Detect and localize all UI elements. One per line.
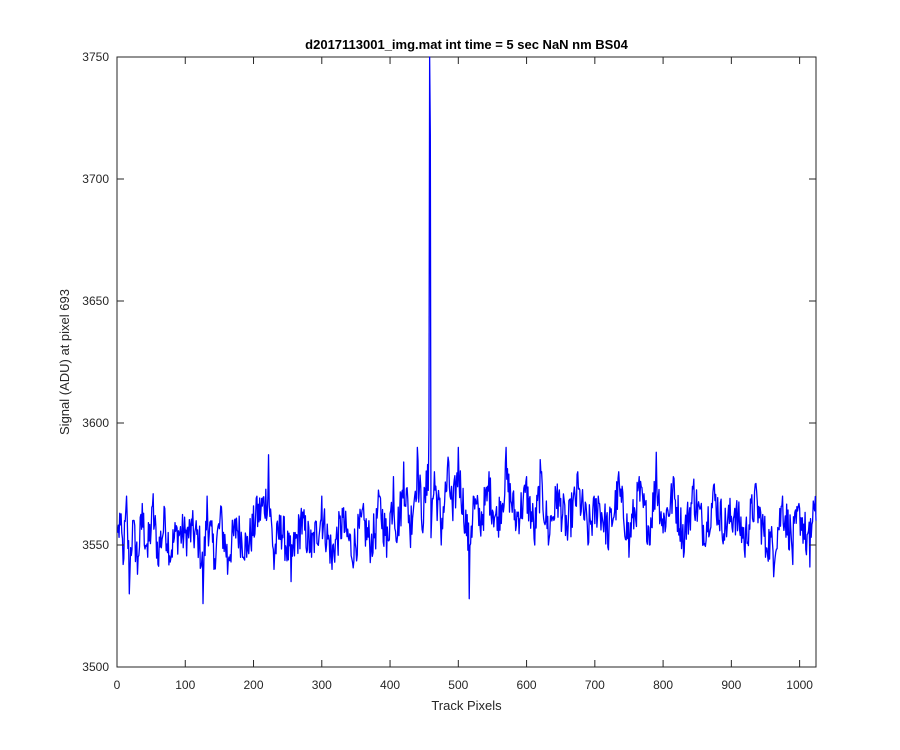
y-tick-label: 3600: [82, 416, 109, 430]
y-tick-label: 3750: [82, 50, 109, 64]
series-line: [117, 56, 817, 605]
x-tick-label: 300: [312, 678, 332, 692]
x-tick-label: 500: [448, 678, 468, 692]
x-tick-label: 400: [380, 678, 400, 692]
plot-area: 0 100 200 300 400 500 600 700 800 900 1000 3500 3550…: [82, 50, 817, 692]
y-tick-label: 3700: [82, 172, 109, 186]
x-tick-label: 0: [114, 678, 121, 692]
x-tick-label: 600: [517, 678, 537, 692]
x-tick-label: 700: [585, 678, 605, 692]
x-axis-title: Track Pixels: [431, 698, 502, 713]
y-tick-label: 3650: [82, 294, 109, 308]
chart-title: d2017113001_img.mat int time = 5 sec NaN…: [305, 37, 628, 52]
ticks-layer: 0 100 200 300 400 500 600 700 800 900 1000 3500 3550…: [82, 50, 816, 692]
y-tick-label: 3550: [82, 538, 109, 552]
x-tick-label: 800: [653, 678, 673, 692]
x-tick-label: 200: [244, 678, 264, 692]
y-axis-title: Signal (ADU) at pixel 693: [57, 289, 72, 435]
series-layer: [117, 56, 817, 605]
x-tick-label: 100: [175, 678, 195, 692]
axes-box: [116, 56, 817, 668]
y-tick-label: 3500: [82, 660, 109, 674]
x-tick-label: 1000: [786, 678, 813, 692]
x-tick-label: 900: [721, 678, 741, 692]
